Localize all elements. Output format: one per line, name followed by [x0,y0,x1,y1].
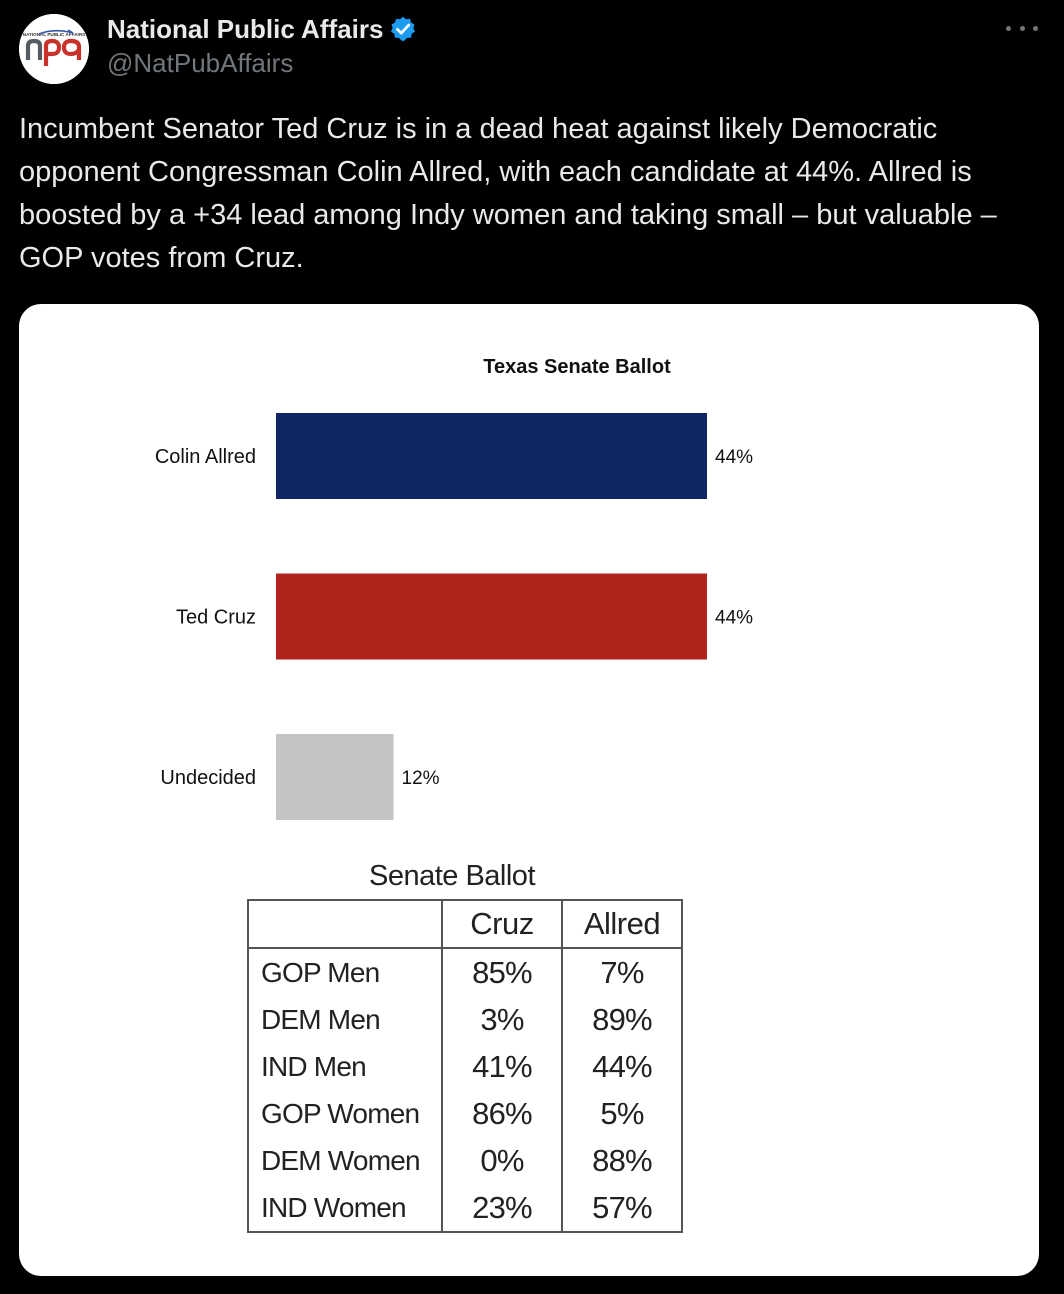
allred-value: 44% [561,1043,682,1090]
account-handle[interactable]: @NatPubAffairs [107,48,294,78]
account-name-row: National Public Affairs [107,12,417,46]
bar-undecided [276,734,394,820]
table-row: IND Men 41% 44% [248,1043,682,1090]
table-row: DEM Women 0% 88% [248,1137,682,1184]
table-row: IND Women 23% 57% [248,1184,682,1232]
verified-badge-icon [391,16,416,42]
row-label: IND Women [261,1191,407,1223]
cruz-value: 3% [441,996,562,1043]
cruz-value: 0% [441,1137,562,1184]
table-title: Senate Ballot [368,860,536,892]
account-avatar[interactable]: NATIONAL PUBLIC AFFAIRS [19,14,89,84]
senate-ballot-table: Cruz Allred GOP Men 85% 7% DEM Men 3% 89… [247,899,683,1233]
allred-value: 89% [561,996,682,1043]
row-label: GOP Women [261,1097,420,1129]
table-row: GOP Men 85% 7% [248,948,682,996]
more-options-icon[interactable] [1006,16,1038,40]
table-row: DEM Men 3% 89% [248,996,682,1043]
cruz-value: 41% [441,1043,562,1090]
value-label: 12% [402,768,440,789]
table-header-row: Cruz Allred [248,900,682,949]
tweet-text: Incumbent Senator Ted Cruz is in a dead … [19,113,997,274]
table-header-cruz: Cruz [441,900,562,949]
npa-logo-icon: NATIONAL PUBLIC AFFAIRS [19,14,89,84]
allred-value: 7% [561,948,682,996]
value-label: 44% [715,447,753,468]
allred-value: 57% [561,1184,682,1232]
chart-bars: Colin Allred 44% Ted Cruz 44% Undecided 12% [155,413,753,820]
category-label: Undecided [160,767,256,789]
category-label: Ted Cruz [176,607,256,629]
bar-ted-cruz [276,573,707,660]
allred-value: 5% [561,1090,682,1137]
display-name[interactable]: National Public Affairs [107,13,384,44]
avatar-top-text: NATIONAL PUBLIC AFFAIRS [23,32,85,37]
table-row: GOP Women 86% 5% [248,1090,682,1137]
table-header-allred: Allred [561,900,682,949]
chart-title: Texas Senate Ballot [483,356,671,378]
row-label: GOP Men [261,956,380,988]
value-label: 44% [715,608,753,629]
cruz-value: 85% [441,948,562,996]
bar-colin-allred [276,413,707,499]
row-label: DEM Women [261,1144,421,1176]
texas-senate-ballot-chart: Texas Senate Ballot Colin Allred 44% Ted C… [155,356,753,820]
table-header-blank [248,900,442,949]
category-label: Colin Allred [155,446,256,468]
tweet-media-image[interactable]: Texas Senate Ballot Colin Allred 44% Ted C… [19,304,1039,1276]
cruz-value: 86% [441,1090,562,1137]
allred-value: 88% [561,1137,682,1184]
row-label: DEM Men [261,1003,381,1035]
row-label: IND Men [261,1050,367,1082]
cruz-value: 23% [441,1184,562,1232]
